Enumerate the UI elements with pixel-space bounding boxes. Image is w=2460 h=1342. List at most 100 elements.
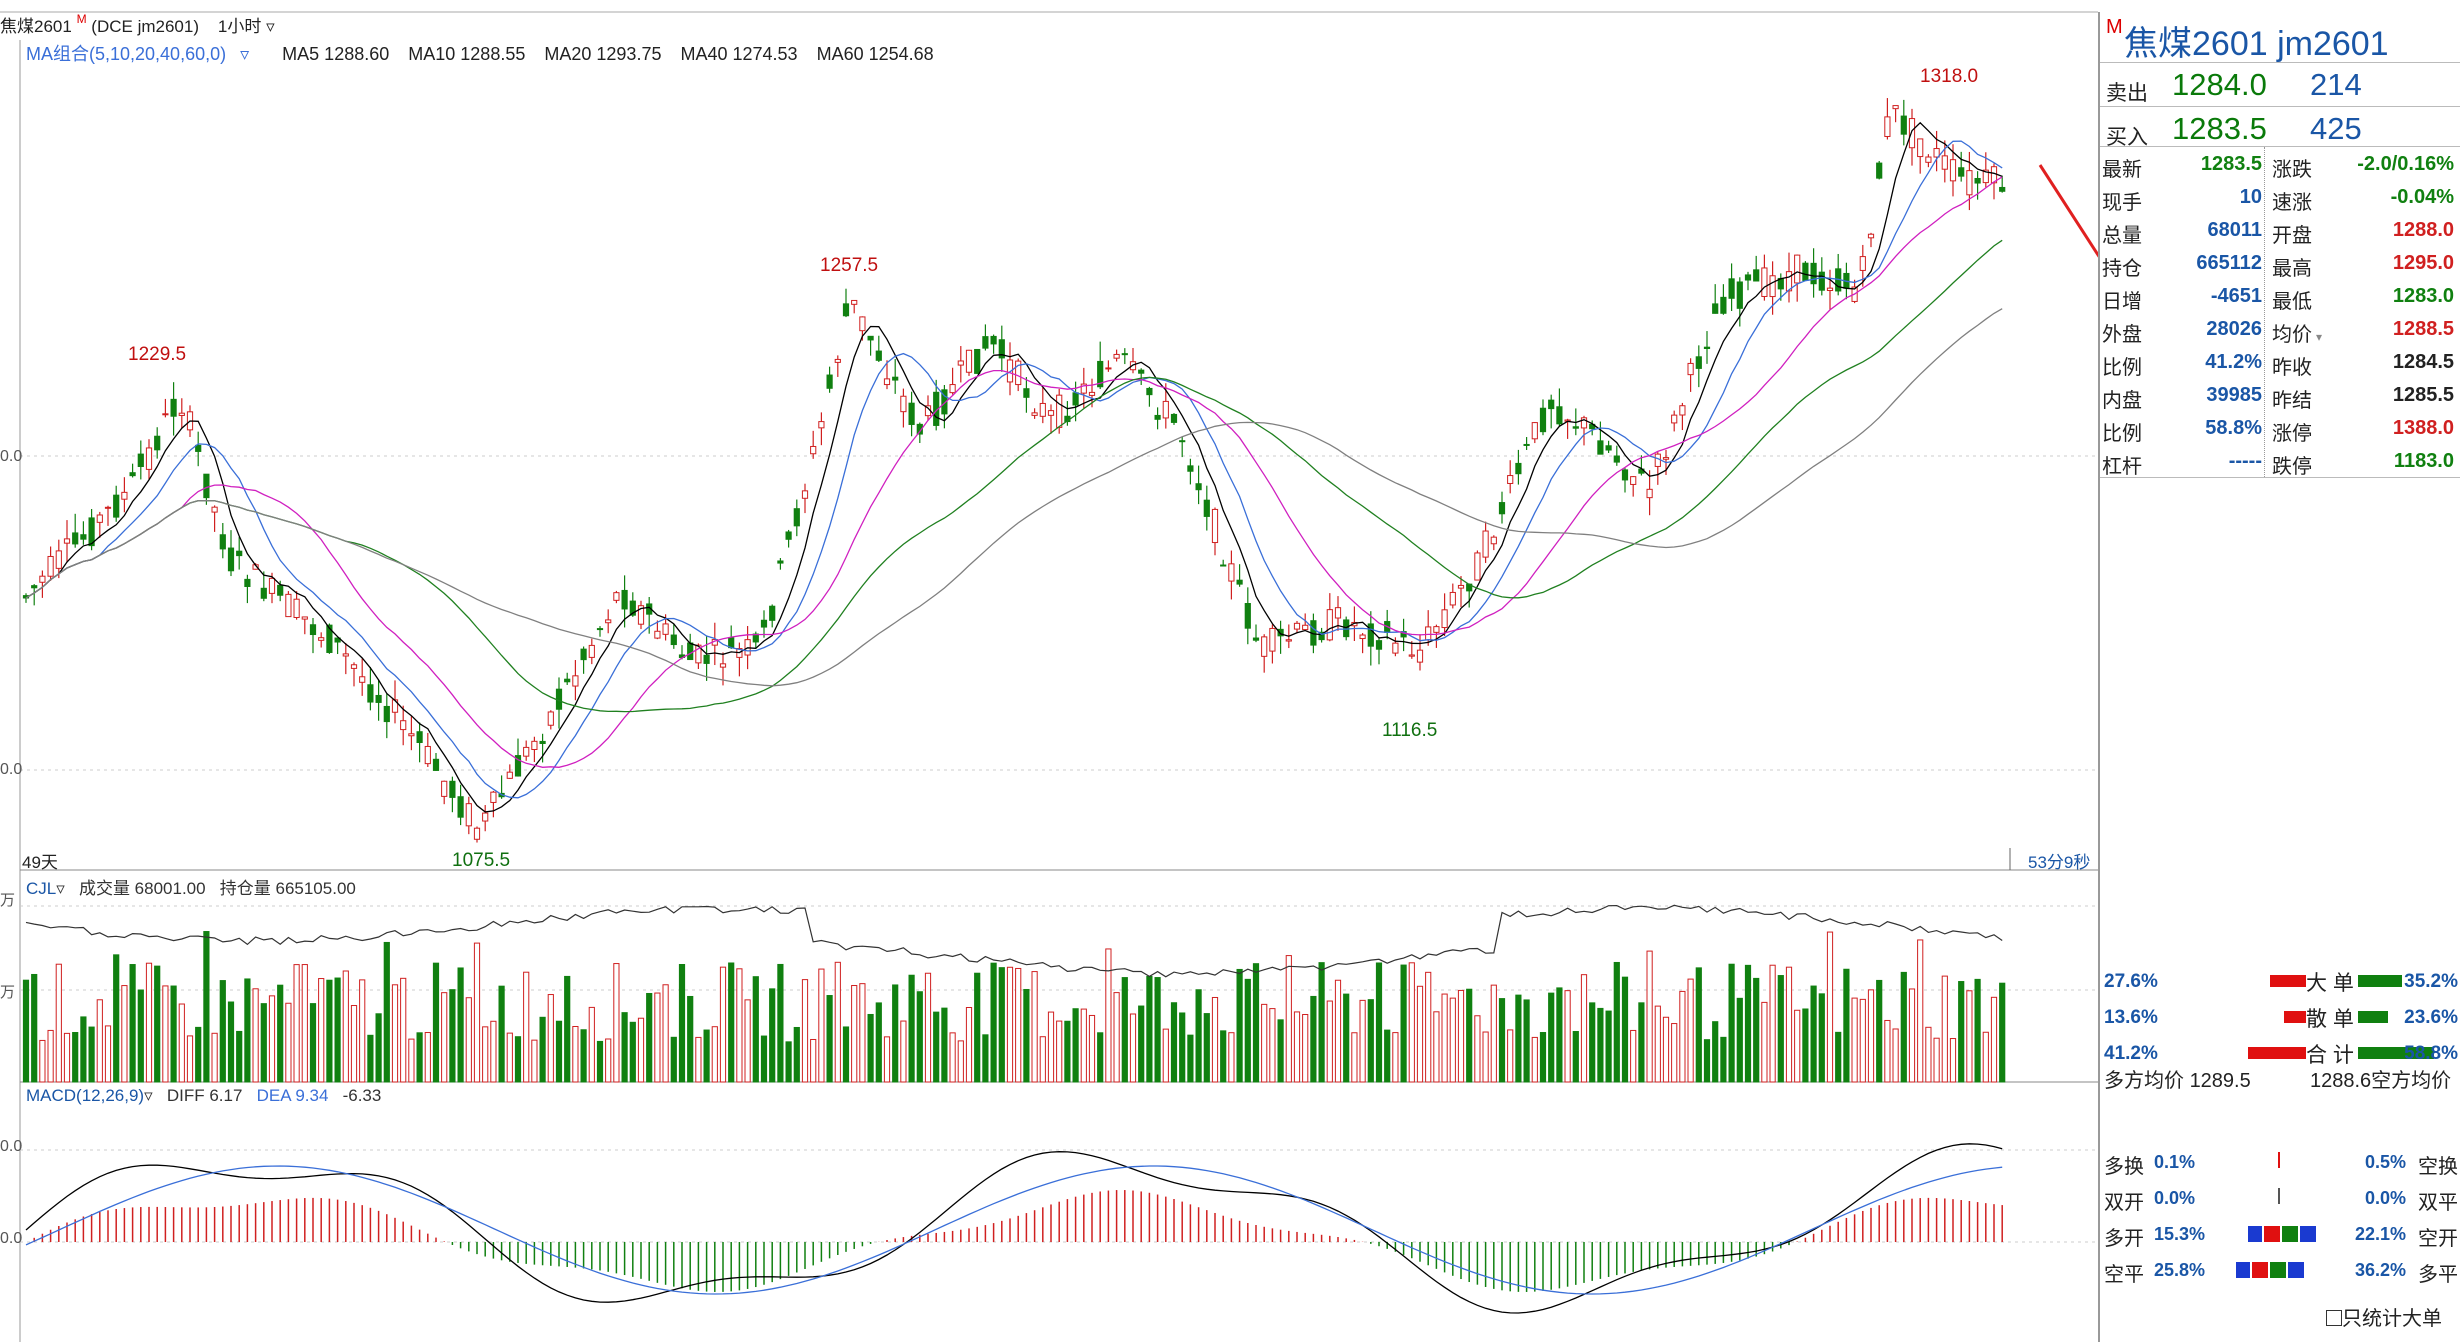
candle-body — [285, 593, 292, 618]
volume-bar — [1105, 948, 1112, 1083]
quote-value: 58.8% — [2205, 417, 2262, 439]
candle-body — [1539, 407, 1547, 433]
ma60-label: MA60 1254.68 — [816, 44, 934, 64]
quote-row: 最新 1283.5 涨跌 -2.0/0.16% — [2100, 147, 2460, 181]
candle-body — [1228, 563, 1235, 582]
volume-bar — [342, 970, 349, 1083]
candle-body — [457, 796, 464, 818]
quote-value: 68011 — [2207, 219, 2262, 241]
volume-bar — [1589, 1002, 1596, 1083]
candle-body — [1326, 609, 1333, 641]
volume-bar — [1974, 978, 1981, 1083]
volume-bar — [1572, 1031, 1579, 1083]
quote-row: 内盘 39985 昨结 1285.5 — [2100, 378, 2460, 412]
ma5-line — [25, 121, 2003, 813]
candle-body — [892, 376, 899, 381]
volume-bar — [1285, 955, 1292, 1083]
candle-body — [596, 628, 604, 631]
candle-body — [1712, 303, 1719, 314]
candle-body — [957, 360, 964, 366]
chart-area[interactable]: 焦煤2601 M (DCE jm2601) 1小时 ▿ MA组合(5,10,20… — [0, 0, 2098, 1342]
candle-body — [1507, 475, 1514, 484]
candle-body — [96, 514, 103, 523]
stat-value: 25.8% — [2154, 1260, 2206, 1280]
quote-value: ----- — [2228, 450, 2262, 472]
candle-body — [244, 578, 251, 587]
candle-body — [1449, 591, 1456, 606]
ratio-bar — [2236, 1262, 2304, 1278]
volume-bar — [1334, 979, 1342, 1083]
volume-bar — [736, 968, 743, 1083]
volume-bar — [55, 963, 62, 1083]
volume-bar — [1449, 997, 1456, 1083]
volume-bar — [260, 1003, 267, 1083]
candle-body — [1367, 623, 1374, 647]
buy-row[interactable]: 买入 1283.5 425 — [2100, 106, 2460, 151]
volume-bar — [1712, 1021, 1719, 1083]
quote-value: 1288.5 — [2392, 318, 2454, 340]
volume-bar — [1769, 964, 1776, 1083]
cjl-label[interactable]: CJL — [26, 879, 57, 898]
quote-label: 最新 — [2102, 159, 2142, 181]
volume-bar — [1244, 978, 1251, 1083]
price-label-high-1257: 1257.5 — [820, 255, 879, 276]
volume-bar — [777, 963, 784, 1083]
macd-label[interactable]: MACD(12,26,9) — [26, 1086, 145, 1105]
candle-body — [908, 402, 915, 425]
candle-body — [1375, 640, 1383, 650]
avg-row: 多方均价 1289.5 — [2104, 1064, 2251, 1093]
volume-bar — [63, 1032, 71, 1083]
volume-bar — [416, 1032, 423, 1083]
stat-label: 双平 — [2418, 1192, 2458, 1214]
volume-bar — [654, 992, 661, 1083]
volume-bar — [1703, 1039, 1711, 1083]
kline-chart[interactable] — [0, 0, 2098, 1342]
candle-body — [1662, 457, 1670, 460]
candle-body — [1056, 394, 1063, 428]
candle-body — [1269, 627, 1276, 652]
volume-bar — [1925, 1026, 1932, 1083]
volume-bar — [449, 989, 456, 1083]
quote-label: 比例 — [2102, 423, 2142, 445]
ma20-line — [25, 176, 2003, 768]
candle-body — [1876, 162, 1883, 179]
volume-bar — [162, 985, 169, 1083]
candle-body — [1966, 170, 1973, 196]
candle-body — [900, 395, 907, 413]
volume-bar — [1736, 997, 1743, 1083]
stat-row: 多换 0.1% 0.5% 空换 — [2100, 1144, 2460, 1180]
candle-body — [1359, 634, 1366, 640]
buy-price: 1283.5 — [2172, 111, 2267, 146]
volume-bar — [596, 1040, 604, 1083]
candle-body — [588, 644, 595, 658]
volume-bar — [441, 992, 448, 1083]
ma-legend[interactable]: MA组合(5,10,20,40,60,0) ▿ MA5 1288.60 MA10 … — [26, 40, 948, 66]
volume-legend: CJL▿ 成交量 68001.00 持仓量 665105.00 — [26, 874, 356, 899]
volume-bar — [965, 1007, 973, 1083]
candle-body — [1244, 603, 1251, 629]
volume-bar — [1326, 1000, 1333, 1083]
volume-bar — [1843, 968, 1850, 1083]
volume-bar — [769, 988, 776, 1083]
candle-body — [55, 550, 62, 569]
quote-row: 比例 58.8% 涨停 1388.0 — [2100, 411, 2460, 445]
candle-body — [867, 335, 874, 341]
period-selector[interactable]: 1小时 ▿ — [217, 17, 275, 36]
only-big-orders-checkbox[interactable]: 只统计大单 — [2326, 1302, 2442, 1331]
candle-body — [1818, 271, 1825, 291]
sell-row[interactable]: 卖出 1284.0 214 — [2100, 62, 2460, 107]
candle-body — [170, 398, 177, 417]
quote-value: 665112 — [2196, 252, 2262, 274]
volume-bar — [564, 975, 571, 1083]
volume-bar — [359, 979, 366, 1083]
checkbox-icon[interactable] — [2326, 1310, 2342, 1326]
volume-bar — [1277, 1019, 1284, 1083]
volume-bar — [236, 1030, 243, 1083]
sell-volume: 214 — [2310, 67, 2362, 102]
volume-bar — [47, 1029, 54, 1083]
volume-bar — [1810, 985, 1817, 1083]
macd-diff-line — [25, 1143, 2003, 1314]
volume-bar — [678, 964, 686, 1083]
candle-body — [1654, 453, 1661, 467]
ma-group-label[interactable]: MA组合(5,10,20,40,60,0) ▿ — [26, 44, 250, 64]
